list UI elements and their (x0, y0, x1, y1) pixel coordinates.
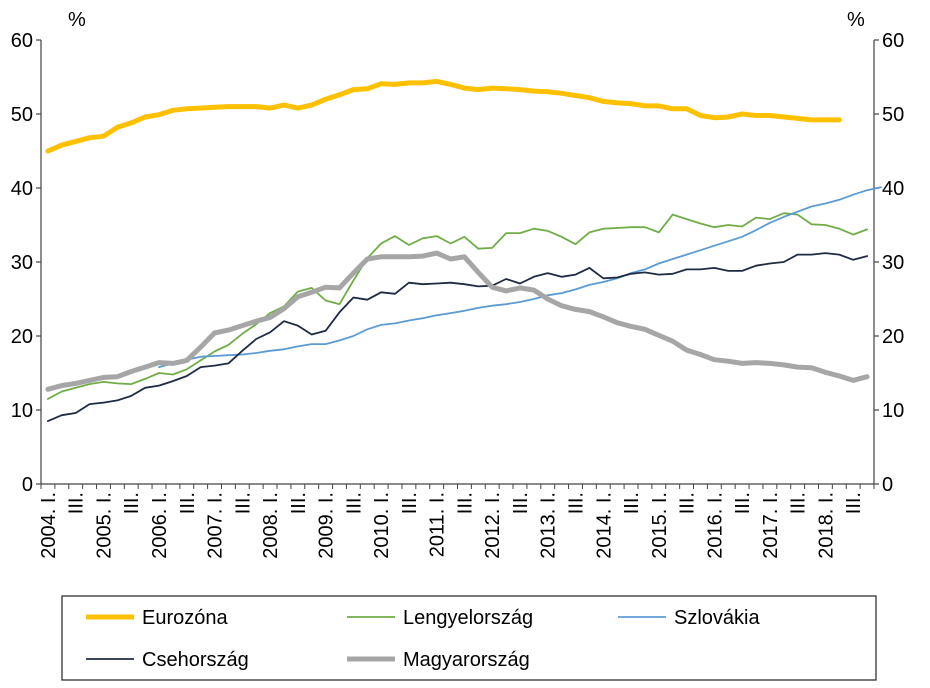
x-tick-label: III. (121, 492, 143, 514)
x-tick-label: III. (177, 492, 199, 514)
x-tick-label: 2011. I. (427, 492, 449, 557)
x-tick-label: 2010. I. (371, 492, 393, 559)
y-tick-label-right: 10 (882, 400, 904, 422)
x-tick-label: III. (510, 492, 532, 514)
y-tick-label-left: 50 (11, 104, 33, 126)
x-tick-label: III. (788, 492, 810, 514)
x-tick-label: 2012. I. (482, 492, 504, 559)
x-tick-label: 2013. I. (538, 492, 560, 559)
left-axis-unit: % (68, 9, 86, 31)
x-tick-label: III. (843, 492, 865, 514)
x-tick-label: III. (288, 492, 310, 514)
axes: 0 0 10 10 20 20 30 30 40 40 50 50 60 60% % 2004. I. III.… (11, 9, 905, 559)
y-tick-label-left: 10 (11, 400, 33, 422)
y-tick-label-right: 0 (882, 474, 893, 496)
y-tick-label-left: 30 (11, 252, 33, 274)
legend-label-csehorszag: Csehország (142, 649, 249, 671)
y-tick-label-right: 50 (882, 104, 904, 126)
series-line-magyarorszag (45, 250, 870, 392)
legend-label-szlovakia: Szlovákia (674, 607, 760, 629)
x-tick-label: 2007. I. (205, 492, 227, 559)
x-tick-label: III. (66, 492, 88, 514)
legend-label-magyarorszag: Magyarország (403, 649, 530, 671)
x-tick-label: 2015. I. (649, 492, 671, 559)
y-tick-label-left: 0 (22, 474, 33, 496)
series-lines (45, 78, 882, 423)
x-tick-label: III. (343, 492, 365, 514)
y-tick-label-left: 20 (11, 326, 33, 348)
x-tick-label: III. (232, 492, 254, 514)
x-tick-label: 2017. I. (760, 492, 782, 559)
series-line-csehorszag (47, 252, 868, 423)
y-tick-label-left: 60 (11, 30, 33, 52)
x-tick-label: III. (732, 492, 754, 514)
x-tick-label: 2008. I. (260, 492, 282, 559)
legend-label-lengyelorszag: Lengyelország (403, 607, 533, 629)
x-tick-label: III. (621, 492, 643, 514)
legend-label-eurozona: Eurozóna (142, 607, 228, 629)
y-tick-label-right: 20 (882, 326, 904, 348)
y-tick-label-left: 40 (11, 178, 33, 200)
x-tick-label: III. (454, 492, 476, 514)
series-line-lengyelorszag (47, 212, 868, 400)
x-tick-label: III. (677, 492, 699, 514)
x-tick-label: 2014. I. (593, 492, 615, 559)
y-tick-label-right: 30 (882, 252, 904, 274)
x-tick-label: 2005. I. (93, 492, 115, 559)
x-tick-label: 2016. I. (704, 492, 726, 559)
legend: Eurozóna Lengyelország Szlovákia Csehország… (61, 595, 877, 681)
series-line-eurozona (45, 78, 842, 154)
x-tick-label: III. (399, 492, 421, 514)
x-tick-label: 2009. I. (316, 492, 338, 559)
legend-box (61, 595, 877, 681)
x-tick-label: 2004. I. (38, 492, 60, 559)
x-tick-label: 2006. I. (149, 492, 171, 559)
y-tick-label-right: 60 (882, 30, 904, 52)
right-axis-unit: % (847, 9, 865, 31)
x-tick-label: III. (566, 492, 588, 514)
y-tick-label-right: 40 (882, 178, 904, 200)
x-tick-label: 2018. I. (815, 492, 837, 559)
series-line-szlovakia (158, 186, 882, 369)
